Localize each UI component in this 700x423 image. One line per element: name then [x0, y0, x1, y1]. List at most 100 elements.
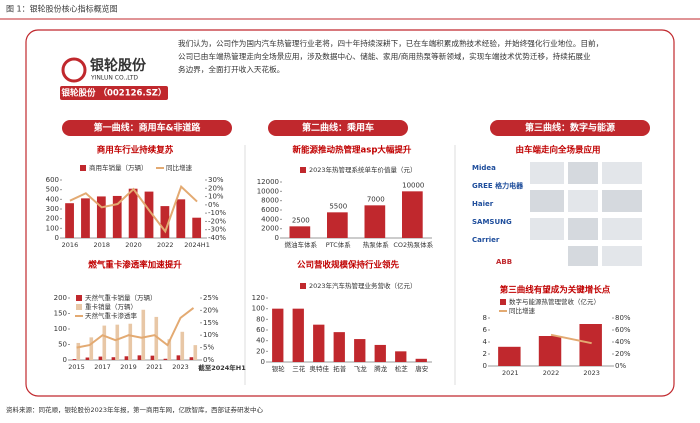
brand-logo: GREE 格力电器: [472, 181, 524, 190]
y-tick-label: 0: [63, 356, 67, 364]
x-tick-label: 2022: [543, 369, 560, 377]
y-tick-label: 2000: [261, 225, 279, 233]
logo-mark: [61, 57, 87, 83]
x-tick-label: CO2热泵体系: [393, 240, 433, 249]
x-tick-label: 拓普: [333, 364, 347, 373]
y-tick-label: 0: [483, 362, 487, 370]
bar: [65, 203, 74, 238]
legend-label: 2023年热管理系统单车价值量（元）: [309, 165, 417, 174]
bar: [272, 308, 284, 362]
bar: [89, 337, 94, 360]
logo-en: YINLUN CO.,LTD: [90, 75, 138, 82]
y-tick-label: 6: [483, 326, 488, 334]
y-tick-label: 500: [46, 186, 59, 194]
logo-cn: 银轮股份: [90, 57, 147, 74]
bar: [150, 355, 155, 360]
y2-tick-label: 0%: [203, 356, 214, 364]
annotation: 截至2024年H1: [198, 363, 246, 372]
x-tick-label: 飞龙: [354, 364, 368, 373]
equipment-images: [530, 162, 642, 266]
y-tick-label: 400: [46, 195, 59, 203]
bar: [333, 332, 345, 362]
legend-label: 2023年汽车热管理业务营收（亿元）: [309, 281, 417, 290]
intro-line: 我们认为，公司作为国内汽车热管理行业老将，四十年持续深耕下，已在车端积累成熟技术…: [178, 38, 603, 48]
legend-label: 数字与能源热管理营收（亿元）: [509, 297, 600, 306]
y2-tick-label: 10%: [208, 193, 224, 201]
x-tick-label: 腾龙: [374, 364, 388, 373]
y-tick-label: 200: [54, 294, 67, 302]
chart-title: 公司营收规模保持行业领先: [297, 260, 400, 271]
chart-title: 商用车行业持续复苏: [97, 145, 174, 156]
bar: [102, 325, 107, 360]
bar: [289, 226, 311, 238]
x-tick-label: 2017: [94, 363, 111, 371]
chart-title: 第三曲线有望成为关键增长点: [500, 285, 611, 296]
line: [550, 333, 592, 345]
x-tick-label: 2020: [125, 241, 142, 249]
x-tick-label: 2019: [120, 363, 137, 371]
brand-logo: Haier: [472, 200, 494, 208]
y-tick-label: 4000: [261, 215, 279, 223]
y-tick-label: 20: [256, 347, 265, 355]
legend-swatch: [500, 299, 506, 305]
bar: [167, 339, 172, 360]
source: 资料来源：同花顺，银轮股份2023年年报，第一商用车网，亿欧智库，西部证券研发中…: [6, 405, 264, 414]
bar: [579, 324, 602, 366]
bar: [128, 188, 138, 238]
legend-label: 天然气重卡销量（万辆）: [85, 293, 157, 302]
bar: [313, 324, 325, 362]
legend-label: 商用车销量（万辆）: [89, 163, 148, 172]
intro-line: 务边界，全面打开收入天花板。: [178, 64, 284, 74]
y-tick-label: 12000: [257, 178, 279, 186]
x-tick-label: 松芝: [395, 364, 409, 373]
x-tick-label: 2023: [172, 363, 189, 371]
y-tick-label: 60: [256, 326, 265, 334]
value-label: 2500: [292, 216, 310, 224]
brand-logo: ABB: [496, 258, 512, 266]
y2-tick-label: 15%: [203, 319, 219, 327]
y-tick-label: 0: [261, 358, 265, 366]
x-tick-label: 热泵体系: [363, 240, 390, 249]
x-tick-label: 唐安: [415, 364, 429, 373]
y2-tick-label: 0%: [208, 201, 219, 209]
bar: [85, 357, 90, 360]
bar: [144, 191, 154, 238]
x-tick-label: 2016: [62, 241, 79, 249]
value-label: 7000: [367, 195, 385, 203]
legend-swatch: [300, 167, 306, 173]
section-pill: [490, 120, 650, 136]
y2-tick-label: 20%: [208, 184, 224, 192]
x-tick-label: 奥特佳: [310, 364, 330, 373]
x-tick-label: 燃油车体系: [285, 240, 318, 249]
y-tick-label: 2: [483, 350, 487, 358]
bar: [96, 196, 106, 238]
bar: [141, 309, 146, 360]
bar: [81, 198, 90, 238]
bar: [176, 199, 186, 238]
x-tick-label: 银轮: [272, 364, 286, 373]
bar: [72, 359, 77, 360]
bar: [137, 355, 142, 360]
bar: [128, 323, 133, 360]
x-tick-label: 2018: [93, 241, 110, 249]
bar: [124, 356, 129, 360]
bar: [395, 351, 407, 362]
value-label: 10000: [402, 181, 424, 189]
y2-tick-label: -20%: [208, 217, 226, 225]
bar: [374, 344, 386, 362]
bar: [163, 358, 168, 360]
x-tick-label: 2015: [68, 363, 85, 371]
brand-logo: Carrier: [472, 236, 500, 244]
legend-label: 同比增速: [166, 163, 193, 172]
bar: [354, 339, 366, 362]
legend-label: 天然气重卡渗透率: [85, 311, 138, 320]
y-tick-label: 200: [46, 215, 59, 223]
section-title: 第一曲线：商用车&非道路: [94, 122, 202, 134]
y-tick-label: 100: [252, 305, 265, 313]
x-tick-label: PTC体系: [326, 240, 352, 249]
y2-tick-label: 25%: [203, 294, 219, 302]
y-tick-label: 40: [256, 337, 265, 345]
bar: [176, 355, 181, 360]
bar: [327, 212, 348, 238]
